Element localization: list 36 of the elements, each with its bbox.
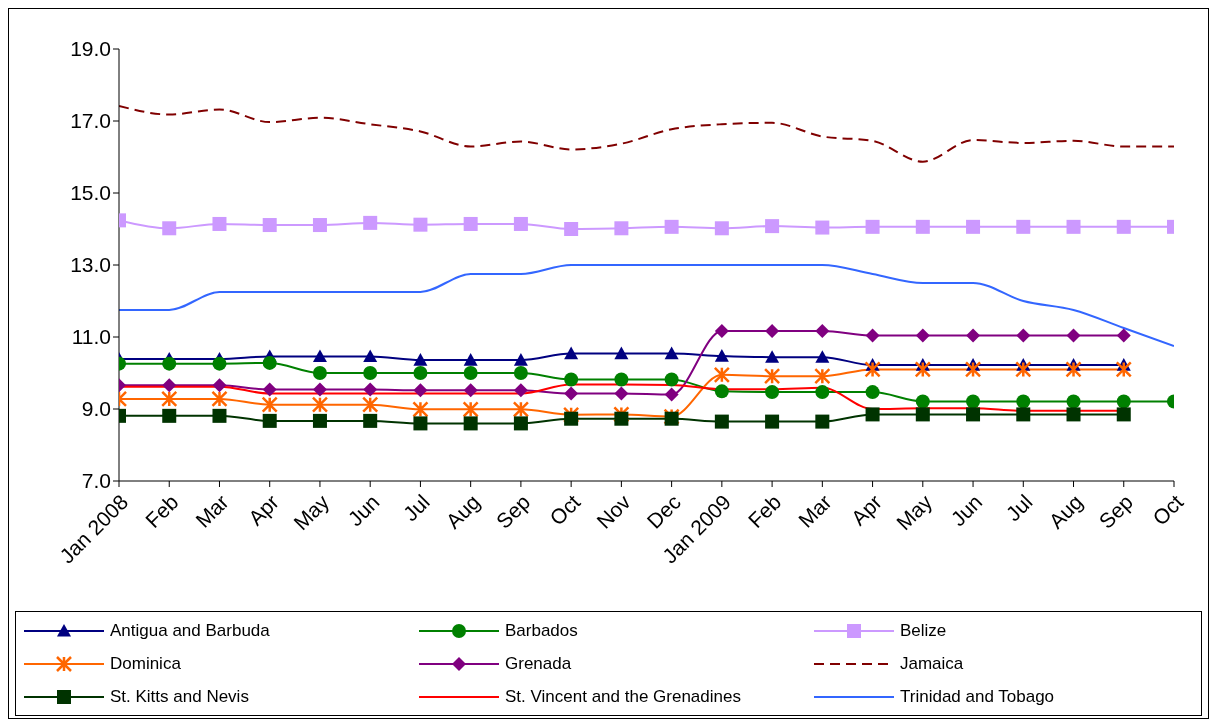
legend-label: Dominica bbox=[110, 653, 181, 674]
x-tick-label: Aug bbox=[441, 490, 485, 533]
y-tick-label: 15.0 bbox=[70, 181, 111, 205]
x-tick-label: Apr bbox=[846, 490, 886, 530]
x-tick-label: Mar bbox=[191, 490, 233, 532]
y-tick-label: 9.0 bbox=[81, 397, 111, 421]
x-tick-label: Dec bbox=[642, 490, 685, 533]
legend-label: St. Vincent and the Grenadines bbox=[505, 686, 741, 707]
legend-label: Antigua and Barbuda bbox=[110, 620, 270, 641]
x-tick-label: Jun bbox=[946, 490, 987, 531]
x-tick-label: Oct bbox=[545, 489, 585, 530]
x-tick-label: Jul bbox=[1001, 490, 1037, 526]
legend-label: Barbados bbox=[505, 620, 578, 641]
legend-label: Trinidad and Tobago bbox=[900, 686, 1055, 707]
x-tick-label: Sep bbox=[1094, 490, 1138, 533]
x-tick-label: Aug bbox=[1044, 490, 1087, 533]
legend-label: Belize bbox=[900, 620, 947, 641]
legend-label: Grenada bbox=[505, 653, 572, 674]
y-tick-label: 19.0 bbox=[70, 37, 111, 61]
x-tick-label: Nov bbox=[592, 489, 636, 533]
x-tick-label: Oct bbox=[1148, 489, 1188, 530]
legend-label: St. Kitts and Nevis bbox=[110, 686, 249, 707]
x-tick-label: Mar bbox=[793, 490, 836, 532]
legend-label: Jamaica bbox=[900, 653, 964, 674]
x-tick-label: May bbox=[891, 489, 937, 535]
x-tick-label: Sep bbox=[491, 490, 535, 533]
y-tick-label: 13.0 bbox=[70, 253, 111, 277]
y-tick-label: 17.0 bbox=[70, 109, 111, 133]
x-tick-label: Feb bbox=[743, 490, 786, 532]
y-tick-label: 11.0 bbox=[71, 325, 111, 349]
x-tick-label: May bbox=[289, 489, 334, 535]
y-tick-label: 7.0 bbox=[81, 469, 111, 493]
x-tick-label: Feb bbox=[140, 490, 183, 532]
x-tick-label: Jun bbox=[343, 490, 384, 531]
x-tick-label: Jul bbox=[398, 490, 434, 526]
x-tick-label: Apr bbox=[243, 490, 284, 530]
